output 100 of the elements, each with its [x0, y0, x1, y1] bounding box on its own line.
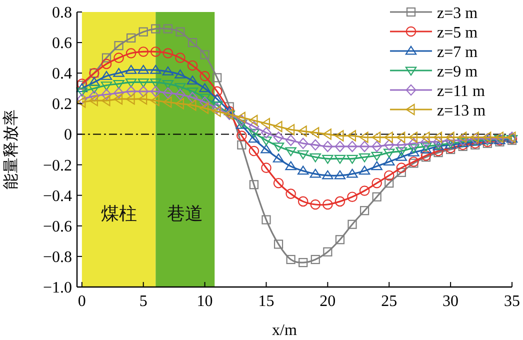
legend-label: z=13 m [437, 102, 486, 120]
point [372, 140, 382, 152]
point [138, 93, 148, 105]
point [248, 120, 260, 132]
point [372, 132, 381, 143]
point [322, 154, 334, 164]
point [186, 88, 198, 97]
point [322, 128, 332, 140]
legend-label: z=3 m [437, 5, 478, 22]
point [310, 153, 321, 162]
y-tick-label: −0.2 [42, 157, 72, 174]
y-axis-title: 能量释放率 [2, 110, 20, 190]
point [334, 154, 346, 164]
legend-label: z=9 m [437, 64, 478, 80]
point [248, 128, 260, 138]
point [396, 147, 408, 156]
point [396, 152, 408, 161]
point [396, 139, 407, 151]
point [310, 254, 320, 264]
point [310, 168, 321, 178]
point [101, 95, 110, 106]
point [334, 130, 344, 142]
point [261, 127, 272, 138]
legend-label: z=5 m [437, 24, 478, 42]
point [88, 77, 100, 86]
x-tick-label: 20 [320, 293, 336, 310]
point [420, 150, 432, 161]
point [346, 154, 358, 164]
y-tick-label: −0.6 [42, 218, 72, 236]
point [114, 93, 123, 105]
point [322, 140, 333, 152]
point [162, 87, 174, 99]
point [114, 52, 124, 63]
point [262, 215, 271, 224]
x-tick-label: 35 [504, 293, 520, 310]
y-tick-label: 0.6 [52, 35, 72, 52]
y-tick-label: 0.4 [52, 66, 72, 83]
point [371, 152, 382, 161]
point [286, 254, 296, 264]
point [298, 138, 308, 149]
point [162, 96, 172, 108]
band-label: 巷道 [167, 204, 204, 224]
point [175, 88, 186, 100]
band: 巷道 [156, 12, 215, 287]
point [346, 168, 358, 178]
point [360, 206, 370, 216]
x-tick-label: 10 [196, 293, 213, 310]
point [408, 147, 420, 156]
point [138, 78, 149, 88]
point [286, 134, 296, 146]
point [433, 146, 444, 156]
point [138, 64, 149, 74]
point [248, 114, 258, 126]
y-tick-label: −1.0 [42, 280, 72, 296]
point [176, 27, 185, 36]
point [433, 132, 442, 143]
point [76, 93, 88, 105]
point [237, 140, 246, 150]
point [285, 147, 296, 156]
point [212, 86, 222, 97]
point [272, 154, 284, 162]
y-tick-label: 0 [64, 126, 72, 144]
point [285, 161, 296, 170]
point [199, 94, 210, 103]
point [150, 86, 161, 98]
point [348, 220, 357, 229]
point [248, 146, 260, 156]
point [322, 199, 333, 210]
point [274, 240, 284, 249]
point [334, 140, 346, 152]
point [212, 102, 222, 114]
point [188, 38, 198, 48]
point [396, 168, 406, 177]
point [138, 86, 149, 98]
x-tick-label: 15 [258, 293, 274, 310]
point [200, 71, 210, 82]
point [408, 138, 419, 149]
point [200, 96, 210, 108]
point [359, 186, 370, 196]
point [372, 178, 382, 188]
point [162, 48, 174, 58]
point [102, 53, 112, 62]
point [372, 192, 382, 202]
point [138, 27, 148, 36]
y-tick-label: 0.2 [52, 96, 72, 114]
point [310, 139, 321, 151]
y-tick-label: −0.4 [42, 188, 72, 205]
point [384, 170, 394, 181]
point [335, 235, 345, 244]
point [236, 114, 247, 126]
point [260, 136, 272, 146]
point [272, 142, 284, 152]
point [138, 46, 149, 57]
point [113, 80, 124, 89]
point [458, 132, 467, 143]
point [310, 199, 321, 210]
point [384, 156, 395, 166]
x-tick-label: 0 [78, 293, 86, 310]
point [101, 88, 112, 100]
point [358, 153, 370, 162]
